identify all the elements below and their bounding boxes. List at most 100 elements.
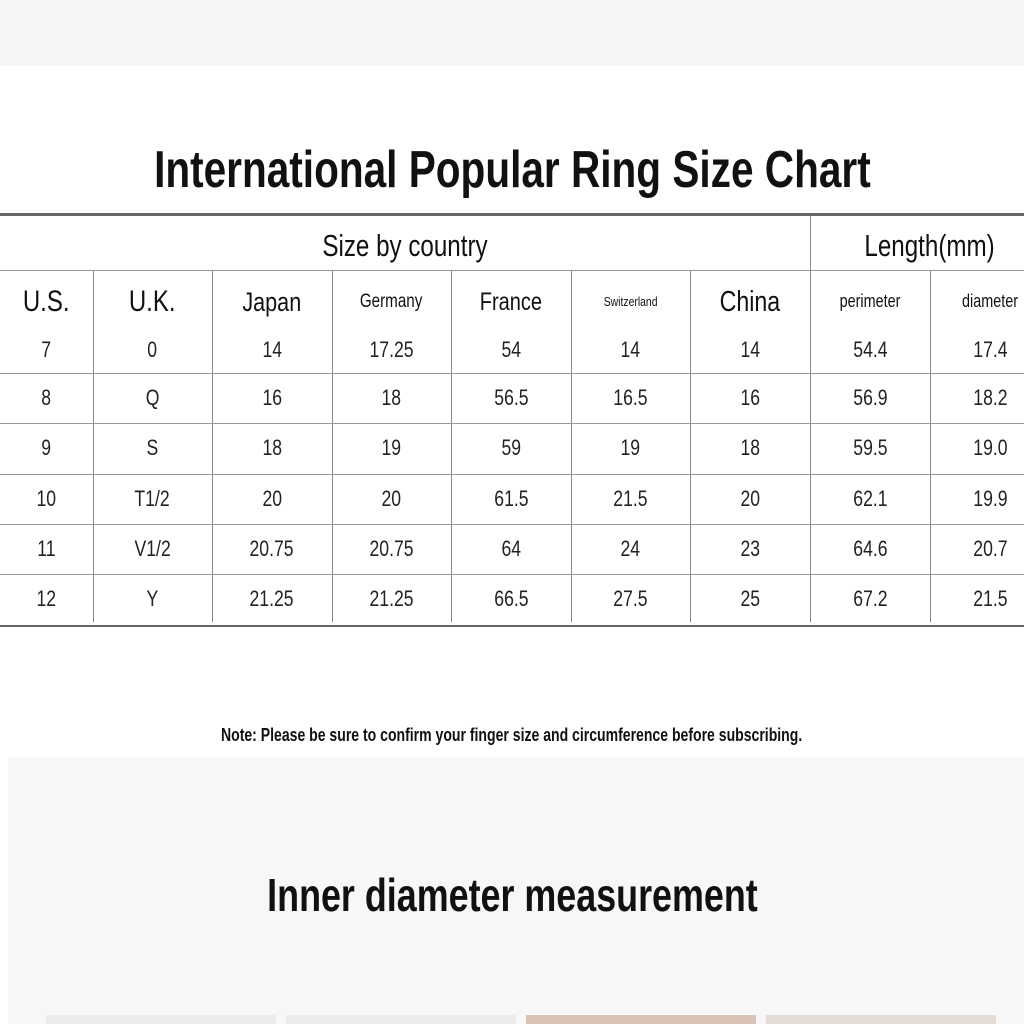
ring-size-table: Size by country Length(mm) U.S. U.K. Japan… bbox=[0, 213, 1024, 627]
table-cell: 23 bbox=[690, 536, 810, 562]
column-header: France bbox=[451, 288, 571, 317]
table-cell: 27.5 bbox=[571, 586, 690, 612]
table-cell-text: S bbox=[146, 435, 159, 460]
table-cell: 20.7 bbox=[930, 536, 1024, 562]
table-cell: 16.5 bbox=[571, 385, 690, 411]
divider-line bbox=[690, 270, 691, 622]
table-cell-text: 21.25 bbox=[369, 586, 414, 611]
divider-line bbox=[810, 270, 1024, 271]
table-cell: 16 bbox=[690, 385, 810, 411]
table-cell: 62.1 bbox=[810, 486, 930, 512]
column-header-text: U.K. bbox=[129, 285, 176, 318]
table-cell-text: 24 bbox=[620, 536, 641, 561]
table-cell: 67.2 bbox=[810, 586, 930, 612]
table-cell-text: Q bbox=[145, 385, 160, 410]
table-cell-text: 14 bbox=[620, 337, 641, 362]
table-cell: 64.6 bbox=[810, 536, 930, 562]
page-title: International Popular Ring Size Chart bbox=[153, 141, 871, 199]
table-cell-text: 59.5 bbox=[852, 435, 888, 460]
table-cell-text: 21.5 bbox=[972, 586, 1008, 611]
table-cell-text: 14 bbox=[740, 337, 760, 362]
column-header: Japan bbox=[212, 287, 332, 318]
table-cell: 21.25 bbox=[212, 586, 332, 612]
table-cell: 20 bbox=[212, 486, 332, 512]
table-cell-text: 7 bbox=[41, 337, 52, 362]
table-cell-text: 20 bbox=[381, 486, 402, 511]
divider-line bbox=[810, 216, 811, 622]
table-cell-text: 16 bbox=[740, 385, 760, 410]
table-cell-text: 64.6 bbox=[852, 536, 888, 561]
table-cell-text: 14 bbox=[262, 337, 282, 362]
table-cell: 14 bbox=[212, 337, 332, 363]
table-cell-text: 20 bbox=[262, 486, 282, 511]
table-cell: 19.9 bbox=[930, 486, 1024, 512]
table-cell: Y bbox=[93, 586, 212, 612]
table-cell: 56.5 bbox=[451, 385, 571, 411]
table-cell: 12 bbox=[0, 586, 93, 612]
table-cell-text: 19.9 bbox=[972, 486, 1008, 511]
table-cell: 18 bbox=[212, 435, 332, 461]
table-cell-text: 54 bbox=[501, 337, 521, 362]
group-header-length: Length(mm) bbox=[864, 228, 996, 263]
table-cell: 8 bbox=[0, 385, 93, 411]
table-cell: 9 bbox=[0, 435, 93, 461]
table-cell-text: 17.4 bbox=[972, 337, 1008, 362]
table-cell-text: 0 bbox=[147, 337, 158, 362]
column-header: China bbox=[690, 286, 810, 319]
thumbnail-image bbox=[526, 1015, 756, 1024]
table-cell-text: 59 bbox=[501, 435, 521, 460]
table-cell: 19 bbox=[571, 435, 690, 461]
table-cell: 61.5 bbox=[451, 486, 571, 512]
section-title: Inner diameter measurement bbox=[266, 869, 758, 921]
table-cell-text: 19 bbox=[381, 435, 402, 460]
thumbnail-image bbox=[766, 1015, 996, 1024]
table-cell: Q bbox=[93, 385, 212, 411]
table-cell-text: 21.25 bbox=[249, 586, 295, 611]
divider-line bbox=[332, 270, 333, 622]
table-cell-text: 56.9 bbox=[852, 385, 888, 410]
table-cell-text: Y bbox=[146, 586, 159, 611]
table-cell-text: 20.7 bbox=[972, 536, 1008, 561]
table-cell: 25 bbox=[690, 586, 810, 612]
table-cell-text: 18 bbox=[740, 435, 760, 460]
table-cell-text: T1/2 bbox=[134, 486, 171, 511]
column-header-text: China bbox=[719, 285, 781, 318]
divider-line bbox=[0, 524, 1024, 525]
table-cell: 7 bbox=[0, 337, 93, 363]
divider-line bbox=[0, 423, 1024, 424]
divider-line bbox=[0, 270, 810, 271]
table-cell: S bbox=[93, 435, 212, 461]
table-cell: 56.9 bbox=[810, 385, 930, 411]
table-cell-text: 8 bbox=[41, 385, 52, 410]
table-cell-text: 16 bbox=[262, 385, 282, 410]
divider-line bbox=[571, 270, 572, 622]
table-cell: 14 bbox=[690, 337, 810, 363]
table-cell: 54.4 bbox=[810, 337, 930, 363]
table-cell-text: 18 bbox=[262, 435, 282, 460]
table-cell: 64 bbox=[451, 536, 571, 562]
table-cell: 20 bbox=[332, 486, 451, 512]
table-cell-text: 20.75 bbox=[369, 536, 414, 561]
table-cell-text: 27.5 bbox=[613, 586, 648, 611]
divider-line bbox=[93, 270, 94, 622]
table-cell-text: 10 bbox=[36, 486, 57, 511]
divider-line bbox=[212, 270, 213, 622]
table-cell: 0 bbox=[93, 337, 212, 363]
table-cell: 20 bbox=[690, 486, 810, 512]
table-cell-text: 66.5 bbox=[493, 586, 529, 611]
note-text: Note: Please be sure to confirm your fin… bbox=[221, 725, 803, 745]
column-header-text: diameter bbox=[961, 291, 1019, 311]
table-cell-text: 67.2 bbox=[852, 586, 888, 611]
column-header: perimeter bbox=[810, 291, 930, 312]
column-header-text: U.S. bbox=[23, 285, 70, 318]
column-header-text: perimeter bbox=[839, 291, 901, 311]
thumbnail-image bbox=[286, 1015, 516, 1024]
table-cell: 54 bbox=[451, 337, 571, 363]
table-cell: 17.25 bbox=[332, 337, 451, 363]
table-cell: 14 bbox=[571, 337, 690, 363]
table-cell-text: 25 bbox=[740, 586, 760, 611]
table-cell-text: 11 bbox=[37, 536, 56, 561]
table-cell-text: V1/2 bbox=[134, 536, 171, 561]
table-cell-text: 62.1 bbox=[852, 486, 888, 511]
table-cell-text: 9 bbox=[41, 435, 52, 460]
